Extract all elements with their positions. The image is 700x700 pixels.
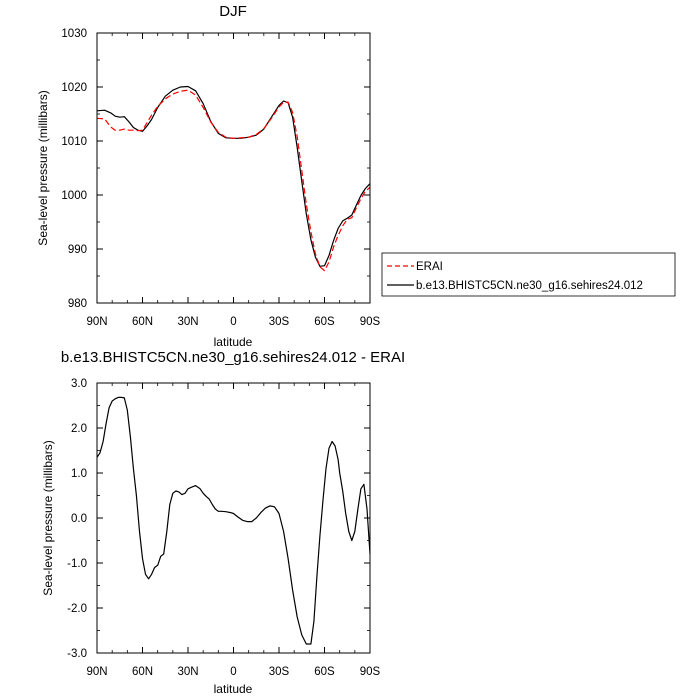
- bottom-x-tick-label: 30S: [269, 666, 290, 678]
- top-chart-ticks: 90N 60N 30N 0 30S 60S 90S 980 990 1000 1010 1020 103…: [61, 28, 380, 328]
- bottom-x-tick-label: 60N: [132, 666, 153, 678]
- bottom-y-tick-label: -2.0: [67, 603, 87, 615]
- bottom-chart-ylabel: Sea-level pressure (millibars): [41, 440, 55, 595]
- top-x-tick-label: 60N: [132, 316, 153, 328]
- top-y-tick-label: 990: [68, 244, 87, 256]
- top-x-tick-label: 90N: [86, 316, 107, 328]
- bottom-plot-frame: [96, 382, 371, 654]
- bottom-y-tick-label: 3.0: [71, 378, 87, 390]
- bottom-y-tick-label: 0.0: [71, 513, 87, 525]
- bottom-panel: b.e13.BHISTC5CN.ne30_g16.sehires24.012 -…: [41, 349, 405, 696]
- bottom-x-tick-label: 0: [230, 666, 236, 678]
- top-x-tick-label: 90S: [360, 316, 381, 328]
- bottom-x-tick-label: 90S: [360, 666, 381, 678]
- top-y-tick-label: 1030: [61, 28, 87, 40]
- top-chart-series: [96, 85, 371, 272]
- bottom-chart-ticks: 90N 60N 30N 0 30S 60S 90S -3.0 -2.0 -1.0 0.0 1.0 2.0…: [67, 378, 380, 678]
- legend-label-model: b.e13.BHISTC5CN.ne30_g16.sehires24.012: [416, 280, 643, 292]
- legend-label-erai: ERAI: [416, 261, 443, 273]
- bottom-chart-title: b.e13.BHISTC5CN.ne30_g16.sehires24.012 -…: [61, 349, 405, 366]
- bottom-chart-series: [96, 396, 371, 645]
- top-x-tick-label: 0: [230, 316, 236, 328]
- top-series-line-model: [96, 85, 371, 267]
- top-y-tick-label: 980: [68, 298, 87, 310]
- bottom-y-tick-label: 1.0: [71, 468, 87, 480]
- top-plot-frame: [96, 32, 371, 304]
- legend-box: [381, 252, 676, 297]
- bottom-x-tick-label: 90N: [86, 666, 107, 678]
- bottom-series-line-model: [96, 396, 371, 645]
- top-chart-xlabel: latitude: [214, 335, 253, 349]
- top-panel: DJF Sea-level pressure (millibars) latit…: [36, 3, 381, 349]
- bottom-chart-xlabel: latitude: [214, 682, 253, 696]
- top-y-tick-label: 1000: [61, 190, 87, 202]
- bottom-y-tick-label: -1.0: [67, 558, 87, 570]
- top-x-tick-label: 30S: [269, 316, 290, 328]
- bottom-x-tick-label: 30N: [177, 666, 198, 678]
- top-chart-title: DJF: [219, 3, 247, 20]
- bottom-y-tick-label: 2.0: [71, 423, 87, 435]
- top-y-tick-label: 1010: [61, 136, 87, 148]
- bottom-x-tick-label: 60S: [314, 666, 335, 678]
- bottom-y-tick-label: -3.0: [67, 648, 87, 660]
- top-x-tick-label: 60S: [314, 316, 335, 328]
- top-x-tick-label: 30N: [177, 316, 198, 328]
- legend: ERAI b.e13.BHISTC5CN.ne30_g16.sehires24.…: [381, 252, 676, 297]
- top-chart-ylabel: Sea-level pressure (millibars): [36, 90, 50, 245]
- top-series-line-erai: [96, 89, 371, 272]
- top-y-tick-label: 1020: [61, 82, 87, 94]
